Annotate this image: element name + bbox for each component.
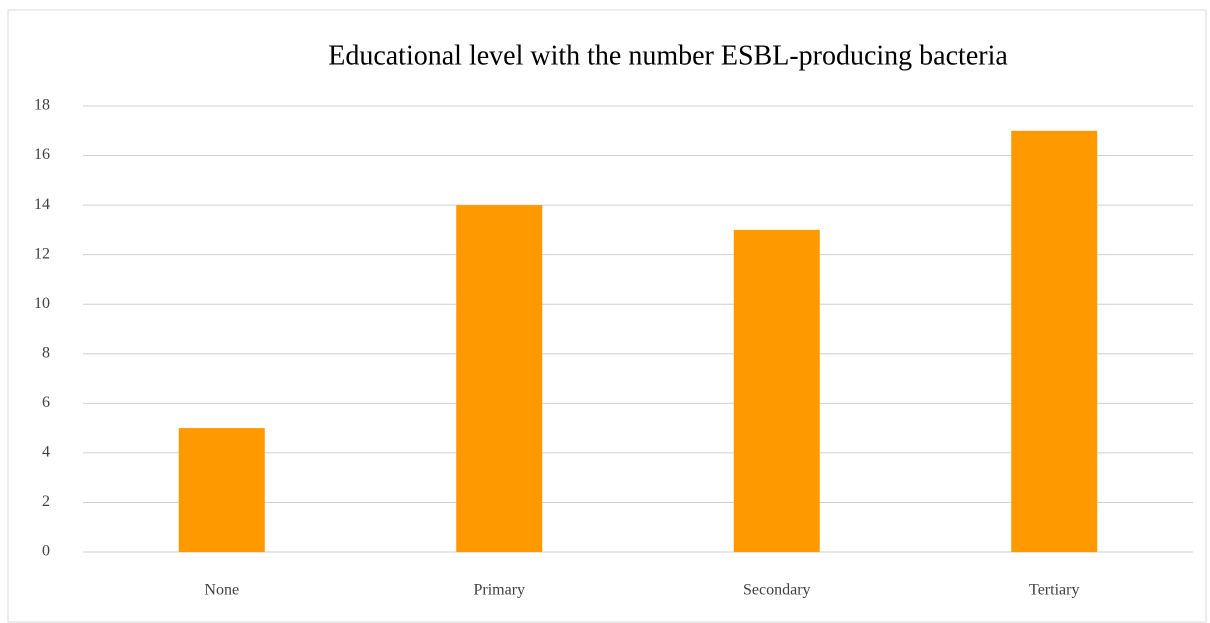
y-tick-label: 16 xyxy=(34,146,50,163)
y-tick-label: 14 xyxy=(34,196,50,213)
chart-title: Educational level with the number ESBL-p… xyxy=(328,40,1008,71)
bar xyxy=(733,229,820,552)
y-tick-label: 18 xyxy=(34,97,50,114)
y-tick-label: 12 xyxy=(34,245,50,262)
x-tick-label: Tertiary xyxy=(1029,582,1079,599)
y-tick-label: 6 xyxy=(42,394,50,411)
y-tick-label: 4 xyxy=(42,444,50,461)
y-tick-label: 0 xyxy=(42,543,50,560)
bar xyxy=(456,205,543,552)
bar xyxy=(1011,130,1098,552)
x-tick-label: None xyxy=(204,582,239,599)
y-tick-label: 2 xyxy=(42,493,50,510)
bar xyxy=(178,428,265,552)
y-tick-label: 8 xyxy=(42,344,50,361)
y-tick-label: 10 xyxy=(34,295,50,312)
x-tick-label: Primary xyxy=(473,582,525,599)
x-tick-label: Secondary xyxy=(743,582,811,599)
